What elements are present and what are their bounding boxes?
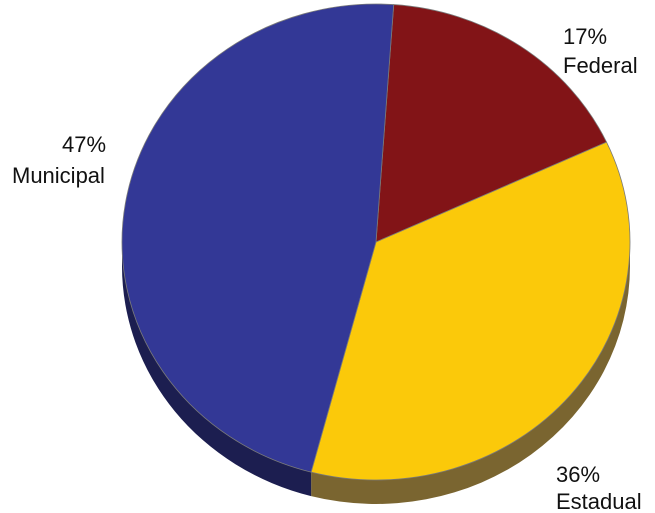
pie-top-faces (121, 3, 631, 481)
pie-side-municipal (122, 242, 312, 497)
pie-slice-estadual (310, 141, 631, 481)
slice-municipal-percent-label: 47% (62, 132, 106, 157)
slice-municipal-name-label: Municipal (12, 163, 105, 188)
pie-side-walls (122, 242, 630, 504)
pie-slice-municipal (121, 3, 395, 473)
slice-federal-percent-label: 17% (563, 24, 607, 49)
slice-estadual-name-label: Estadual (556, 489, 642, 513)
slice-estadual-percent-label: 36% (556, 462, 600, 487)
pie-slice-federal (375, 4, 608, 243)
pie-side-estadual (311, 242, 630, 504)
slice-federal-name-label: Federal (563, 53, 638, 78)
